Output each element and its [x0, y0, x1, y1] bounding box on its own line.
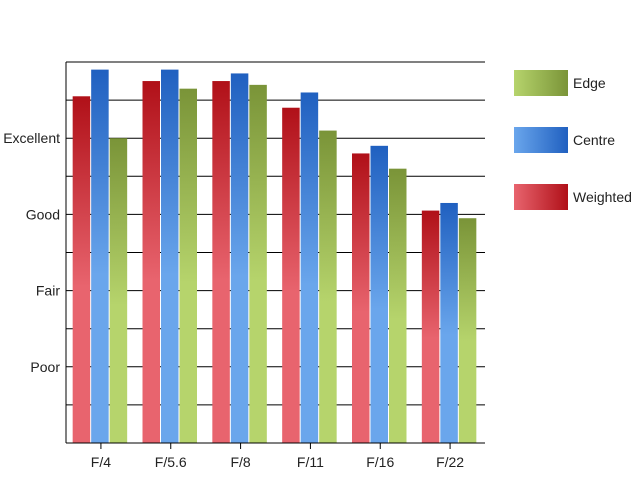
bar-edge-4	[389, 168, 407, 443]
legend-swatch-weighted	[514, 184, 568, 210]
bar-edge-1	[179, 88, 197, 444]
bar-centre-0	[91, 69, 109, 444]
bar-centre-1	[161, 69, 179, 444]
y-axis-tick-labels: Poor Fair Good Excellent	[3, 130, 60, 375]
bar-weighted-4	[352, 153, 370, 443]
x-tick-label: F/16	[366, 454, 394, 470]
x-tick-label: F/22	[436, 454, 464, 470]
bar-centre-3	[300, 92, 319, 443]
grid-lines	[66, 61, 485, 406]
bar-edge-5	[458, 218, 477, 443]
x-tick-label: F/4	[91, 454, 111, 470]
bar-weighted-5	[421, 210, 440, 443]
y-tick-label: Good	[26, 206, 60, 222]
bar-weighted-0	[72, 96, 91, 443]
x-tick-label: F/8	[230, 454, 250, 470]
legend-swatch-centre	[514, 127, 568, 153]
x-tick-label: F/5.6	[155, 454, 187, 470]
legend-swatch-edge	[514, 70, 568, 96]
bar-centre-5	[440, 202, 458, 443]
legend-label-edge: Edge	[573, 75, 606, 91]
legend: Edge Centre Weighted	[514, 70, 632, 210]
x-axis-tick-labels: F/4 F/5.6 F/8 F/11 F/16 F/22	[91, 454, 465, 470]
bar-edge-2	[249, 84, 267, 444]
x-tick-label: F/11	[297, 454, 324, 470]
y-tick-label: Poor	[30, 359, 60, 375]
bar-edge-0	[109, 138, 128, 443]
bar-centre-4	[370, 145, 388, 443]
bar-edge-3	[319, 130, 337, 443]
legend-label-weighted: Weighted	[573, 189, 632, 205]
bar-weighted-3	[282, 107, 300, 443]
bars-group	[72, 69, 477, 444]
bar-centre-2	[230, 73, 249, 444]
legend-label-centre: Centre	[573, 132, 615, 148]
bar-weighted-2	[212, 81, 230, 444]
bar-weighted-1	[142, 81, 160, 444]
axes	[65, 62, 485, 449]
y-tick-label: Fair	[36, 283, 60, 299]
y-tick-label: Excellent	[3, 130, 60, 146]
